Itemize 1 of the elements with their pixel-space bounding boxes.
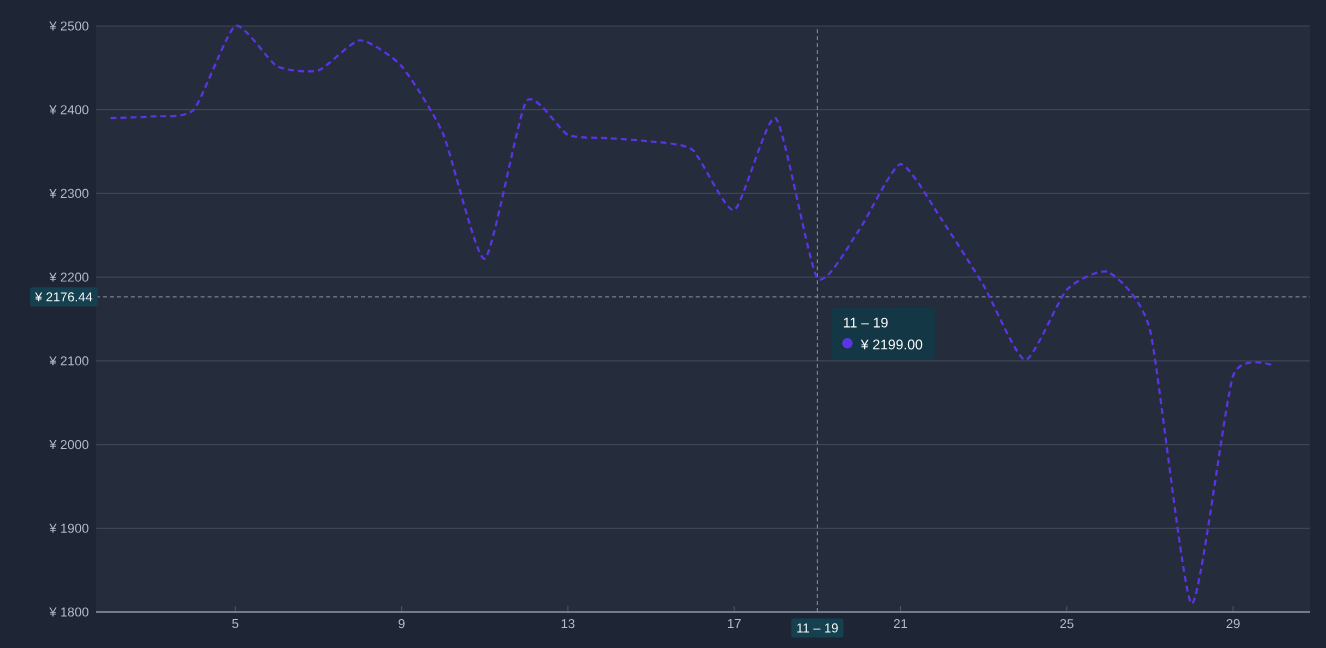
line-series	[109, 24, 1276, 605]
